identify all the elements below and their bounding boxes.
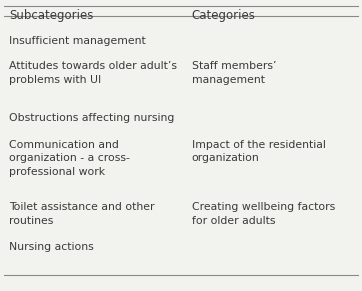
Text: Obstructions affecting nursing: Obstructions affecting nursing bbox=[9, 113, 174, 123]
Text: Categories: Categories bbox=[192, 9, 256, 22]
Text: Nursing actions: Nursing actions bbox=[9, 242, 94, 251]
Text: Staff members’
management: Staff members’ management bbox=[192, 61, 276, 85]
Text: Insufficient management: Insufficient management bbox=[9, 36, 146, 46]
Text: Toilet assistance and other
routines: Toilet assistance and other routines bbox=[9, 202, 155, 226]
Text: Creating wellbeing factors
for older adults: Creating wellbeing factors for older adu… bbox=[192, 202, 335, 226]
Text: Impact of the residential
organization: Impact of the residential organization bbox=[192, 140, 326, 163]
Text: Subcategories: Subcategories bbox=[9, 9, 93, 22]
Text: Communication and
organization - a cross-
professional work: Communication and organization - a cross… bbox=[9, 140, 130, 177]
Text: Attitudes towards older adult’s
problems with UI: Attitudes towards older adult’s problems… bbox=[9, 61, 177, 85]
